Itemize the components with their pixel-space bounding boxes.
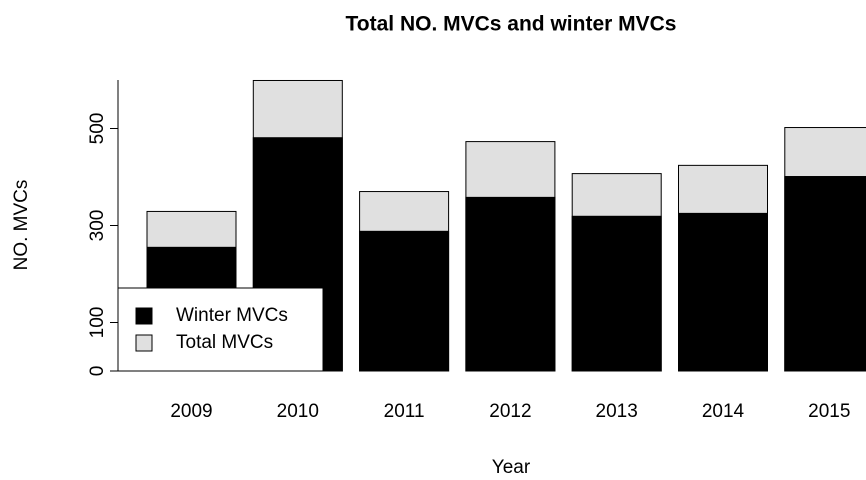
y-tick-label: 100 <box>87 307 108 339</box>
bar <box>465 196 556 372</box>
y-tick-label: 300 <box>87 210 108 242</box>
x-tick-label: 2009 <box>170 401 212 422</box>
bar <box>359 230 450 372</box>
x-tick-label: 2012 <box>489 401 531 422</box>
x-axis-label: Year <box>492 457 531 478</box>
x-tick-label: 2013 <box>596 401 638 422</box>
y-tick-label: 500 <box>87 113 108 145</box>
y-axis-label: NO. MVCs <box>11 180 32 271</box>
x-tick-label: 2015 <box>808 401 850 422</box>
bar <box>678 212 768 372</box>
legend-label: Total MVCs <box>176 332 273 353</box>
chart-title: Total NO. MVCs and winter MVCs <box>346 13 677 36</box>
bar <box>571 215 662 372</box>
x-tick-label: 2010 <box>277 401 319 422</box>
legend-swatch <box>135 307 153 325</box>
legend-box <box>117 287 324 372</box>
legend-swatch <box>135 334 153 352</box>
x-tick-label: 2011 <box>384 401 425 422</box>
bar <box>784 176 866 372</box>
legend-label: Winter MVCs <box>176 305 288 326</box>
y-tick-label: 0 <box>87 366 108 377</box>
x-tick-label: 2014 <box>702 401 745 422</box>
